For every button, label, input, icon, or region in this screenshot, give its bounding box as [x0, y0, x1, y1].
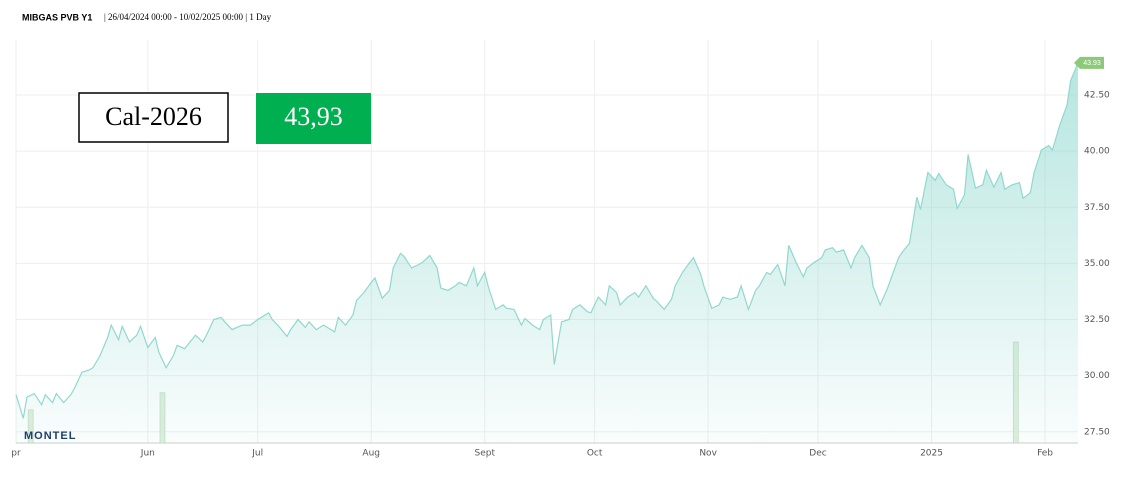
- y-tick-label: 32.50: [1084, 315, 1110, 325]
- x-tick-label: Nov: [699, 449, 717, 459]
- product-box: [78, 92, 229, 143]
- y-tick-label: 37.50: [1084, 203, 1110, 213]
- y-tick-label: 27.50: [1084, 427, 1110, 437]
- price-box: [256, 93, 371, 144]
- plot: 43.93: [15, 56, 1104, 444]
- area: [16, 62, 1078, 444]
- line: [15, 62, 1079, 419]
- last-value-label: 43.93: [1083, 60, 1101, 67]
- chart-subtitle: | 26/04/2024 00:00 - 10/02/2025 00:00 | …: [104, 12, 272, 22]
- chart-title: MIBGAS PVB Y1: [22, 12, 92, 22]
- x-tick-label: Feb: [1037, 449, 1053, 459]
- y-tick-label: 35.00: [1084, 259, 1110, 269]
- x-tick-label: Jul: [251, 449, 263, 459]
- x-tick-label: 2025: [920, 449, 943, 459]
- x-tick-label: Aug: [362, 449, 380, 459]
- x-tick-label: Oct: [587, 449, 603, 459]
- y-tick-label: 42.50: [1084, 91, 1110, 101]
- last-value-tag: [1074, 56, 1104, 69]
- price-label: 43,93: [284, 102, 343, 131]
- product-label: Cal-2026: [105, 102, 202, 131]
- y-tick-label: 30.00: [1084, 371, 1110, 381]
- x-tick-label: Jun: [140, 449, 155, 459]
- x-tick-label: Dec: [809, 449, 826, 459]
- y-tick-label: 40.00: [1084, 147, 1110, 157]
- x-tick-label: Sept: [474, 449, 495, 459]
- x-tick-label: pr: [11, 449, 21, 459]
- logo: MONTEL: [24, 430, 76, 442]
